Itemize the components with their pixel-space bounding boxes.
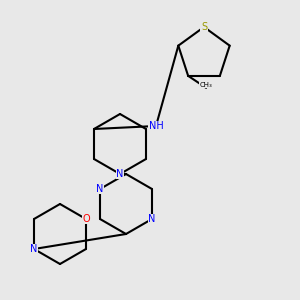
Text: CH₃: CH₃ bbox=[200, 82, 212, 88]
Text: S: S bbox=[201, 22, 207, 32]
Text: O: O bbox=[82, 214, 90, 224]
Text: N: N bbox=[96, 184, 104, 194]
Text: N: N bbox=[148, 214, 156, 224]
Text: N: N bbox=[116, 169, 124, 179]
Text: NH: NH bbox=[148, 121, 164, 131]
Text: N: N bbox=[30, 244, 38, 254]
